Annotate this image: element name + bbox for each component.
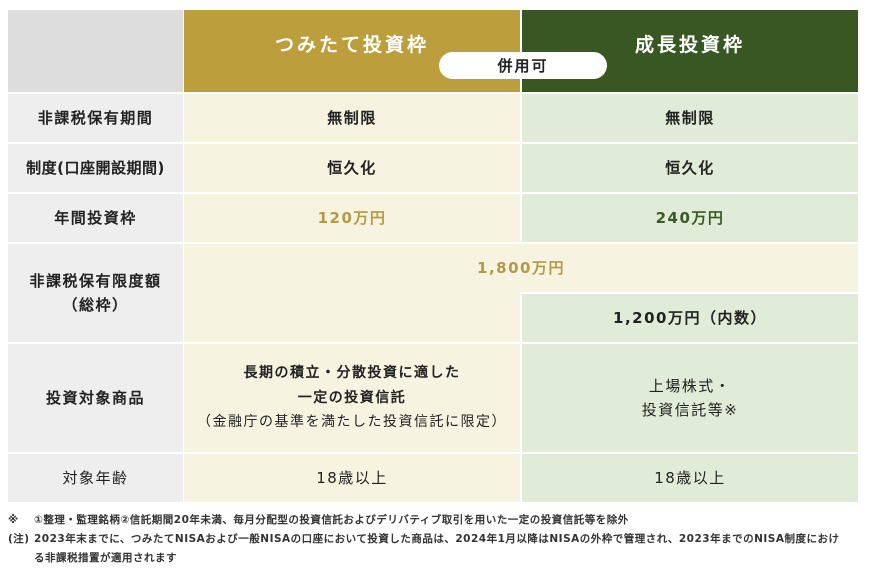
footnote-note-line1: 2023年末までに、つみたてNISAおよび一般NISAの口座において投資した商品… (34, 533, 840, 545)
tsumitate-eligible-products: 長期の積立・分散投資に適した 一定の投資信託 （金融庁の基準を満たした投資信託に… (184, 344, 520, 452)
header-seicho: 成長投資枠 (522, 10, 858, 92)
footnote-asterisk-text: ①整理・監理銘柄②信託期間20年未満、毎月分配型の投資信託およびデリバティブ取引… (34, 514, 629, 526)
footnote-note-continued: る非課税措置が適用されます (34, 550, 177, 565)
header-tsumitate-title: つみたて投資枠 (274, 33, 429, 56)
tsumitate-products-line1: 長期の積立・分散投資に適した (243, 365, 461, 382)
seicho-products-line2: 投資信託等※ (641, 401, 739, 419)
seicho-eligible-products: 上場株式・ 投資信託等※ (522, 344, 858, 452)
row-label-annual-limit: 年間投資枠 (8, 194, 183, 242)
row-label-eligible-age: 対象年齢 (8, 454, 183, 502)
header-label-blank (8, 10, 183, 92)
row-label-tax-free-period: 非課税保有期間 (8, 94, 183, 142)
seicho-tax-free-period: 無制限 (522, 94, 858, 142)
tsumitate-total-limit-blank (184, 292, 520, 342)
seicho-system-period: 恒久化 (522, 144, 858, 192)
shared-total-limit: 1,800万円 (184, 244, 858, 292)
row-label-total-limit-line2: （総枠） (62, 296, 129, 314)
seicho-total-limit: 1,200万円（内数） (522, 294, 858, 342)
tsumitate-products-line2: 一定の投資信託 (297, 389, 407, 406)
footnote-asterisk-mark: ※ (8, 514, 19, 526)
footnote-note: (注) 2023年末までに、つみたてNISAおよび一般NISAの口座において投資し… (8, 531, 839, 546)
row-label-total-limit: 非課税保有限度額 （総枠） (8, 244, 183, 342)
combined-use-badge: 併用可 (439, 52, 607, 79)
tsumitate-annual-limit: 120万円 (184, 194, 520, 242)
seicho-annual-limit: 240万円 (522, 194, 858, 242)
row-label-system-period: 制度(口座開設期間) (8, 144, 183, 192)
tsumitate-tax-free-period: 無制限 (184, 94, 520, 142)
tsumitate-eligible-age: 18歳以上 (184, 454, 520, 502)
footnote-note-line2: る非課税措置が適用されます (34, 552, 177, 564)
header-tsumitate: つみたて投資枠 (184, 10, 520, 92)
tsumitate-products-line3: （金融庁の基準を満たした投資信託に限定） (197, 414, 507, 431)
tsumitate-system-period: 恒久化 (184, 144, 520, 192)
footnote-asterisk: ※ ①整理・監理銘柄②信託期間20年未満、毎月分配型の投資信託およびデリバティブ取… (8, 512, 629, 527)
seicho-products-line1: 上場株式・ (648, 377, 732, 395)
footnote-note-mark: (注) (8, 533, 30, 545)
seicho-eligible-age: 18歳以上 (522, 454, 858, 502)
header-seicho-title: 成長投資枠 (634, 33, 745, 56)
row-label-total-limit-line1: 非課税保有限度額 (29, 272, 162, 290)
row-label-eligible-products: 投資対象商品 (8, 344, 183, 452)
